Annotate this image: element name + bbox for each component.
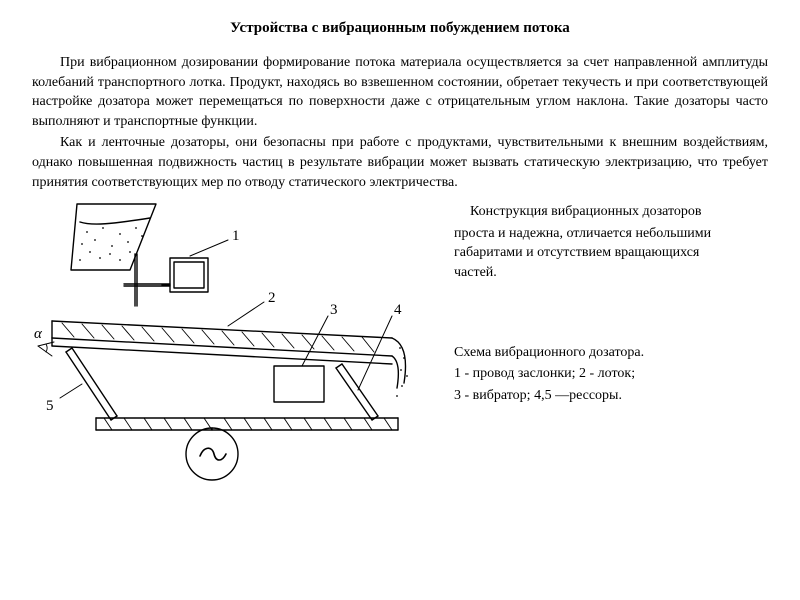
- caption-line-1: 1 - провод заслонки; 2 - лоток;: [454, 364, 768, 384]
- diagram-label-3: 3: [330, 302, 338, 318]
- diagram-label-alpha: α: [34, 326, 43, 342]
- paragraph-1: При вибрационном дозировании формировани…: [32, 53, 768, 131]
- desc-line-4: частей.: [454, 263, 768, 283]
- desc-line-3: габаритами и отсутствием вращающихся: [454, 243, 768, 263]
- diagram-label-1: 1: [232, 228, 240, 244]
- desc-line-2: проста и надежна, отличается небольшими: [454, 224, 768, 244]
- paragraph-2: Как и ленточные дозаторы, они безопасны …: [32, 133, 768, 192]
- diagram-label-4: 4: [394, 302, 402, 318]
- diagram-label-2: 2: [268, 290, 276, 306]
- side-text: Конструкция вибрационных дозаторов прост…: [448, 198, 768, 488]
- caption-title: Схема вибрационного дозатора.: [454, 343, 768, 363]
- lower-section: 1 2 3 4 5 α Конструкция вибрационных доз…: [32, 198, 768, 488]
- diagram-caption: Схема вибрационного дозатора. 1 - провод…: [454, 343, 768, 406]
- desc-line-1: Конструкция вибрационных дозаторов: [454, 202, 768, 222]
- vibration-feeder-diagram: 1 2 3 4 5 α: [32, 198, 432, 488]
- diagram-container: 1 2 3 4 5 α: [32, 198, 432, 488]
- caption-line-2: 3 - вибратор; 4,5 —рессоры.: [454, 386, 768, 406]
- page-title: Устройства с вибрационным побуждением по…: [32, 18, 768, 39]
- diagram-label-5: 5: [46, 398, 54, 414]
